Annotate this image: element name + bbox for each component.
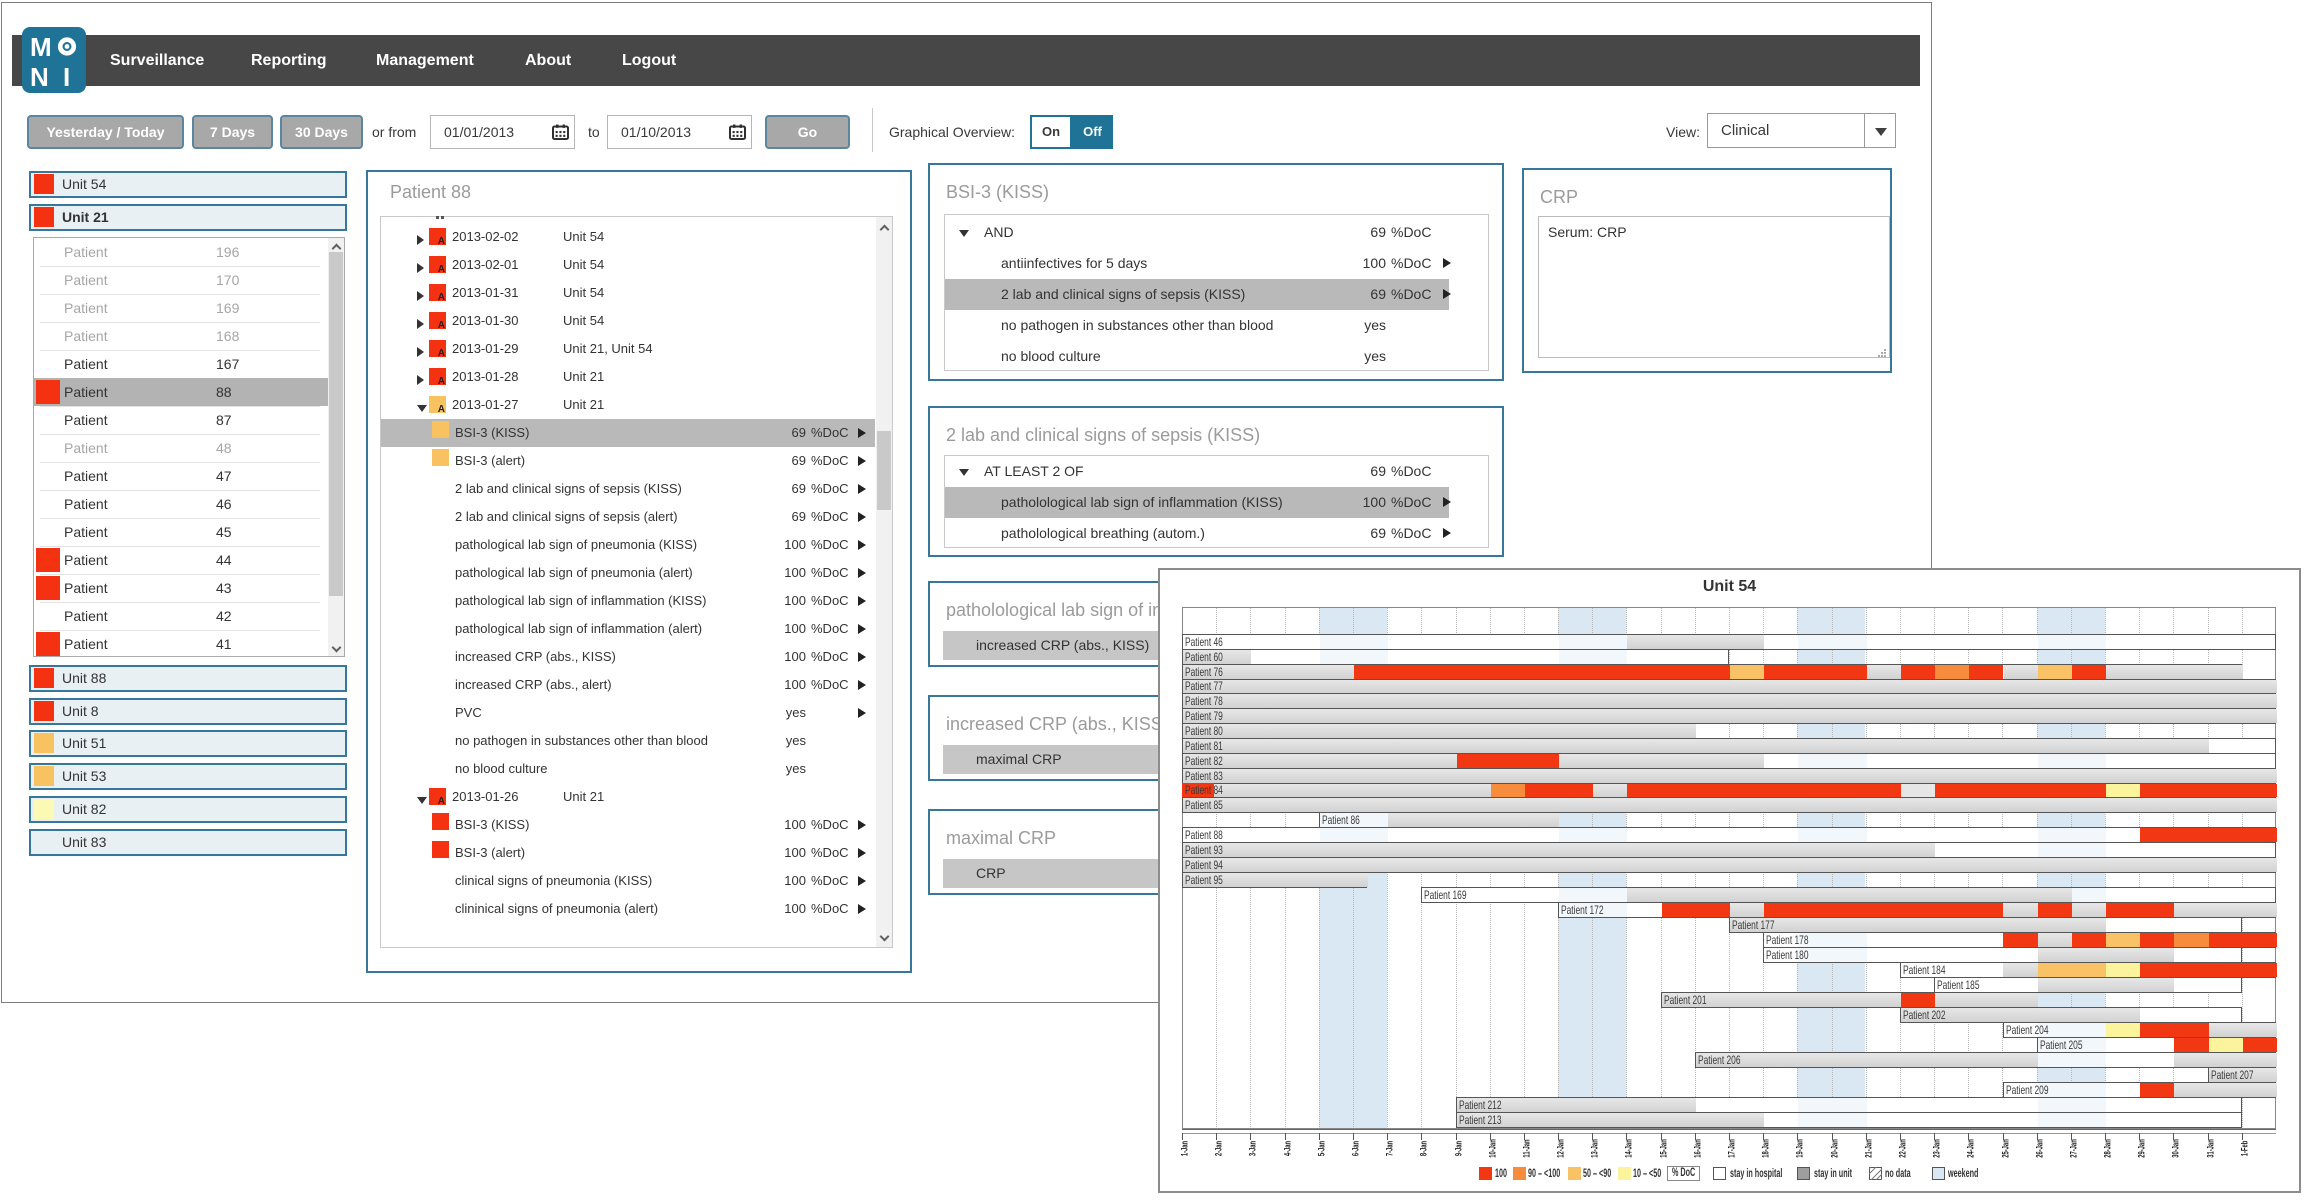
svg-text:I: I	[63, 62, 70, 92]
svg-text:N: N	[30, 62, 49, 92]
svg-text:M: M	[30, 32, 52, 62]
